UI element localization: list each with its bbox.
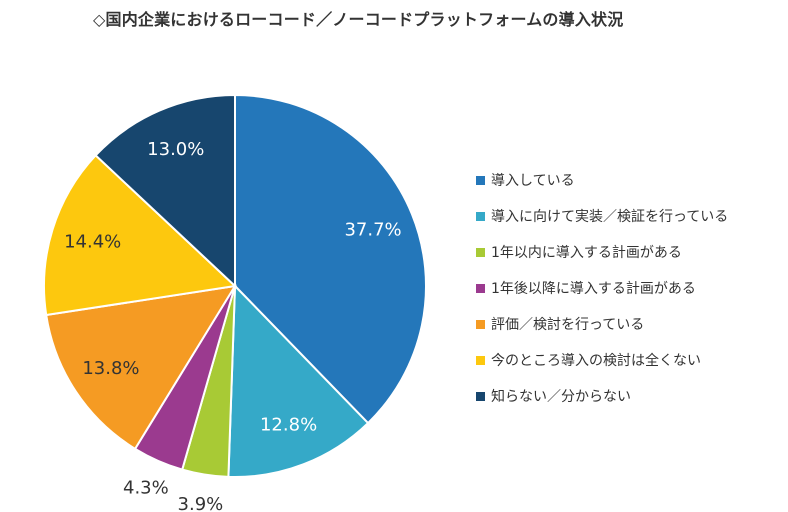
legend-label: 導入に向けて実装／検証を行っている — [491, 209, 729, 225]
pie-slice-1 — [227, 283, 370, 478]
legend-item: 導入している — [476, 168, 728, 192]
data-label-0: 37.7% — [344, 220, 401, 241]
legend-item: 今のところ導入の検討は全くない — [476, 348, 728, 372]
legend-label: 知らない／分からない — [491, 389, 631, 405]
legend: 導入している導入に向けて実装／検証を行っている 1年以内に導入する計画がある 1年後… — [476, 168, 728, 420]
chart-title: ◇国内企業におけるローコード／ノーコードプラットフォームの導入状況 — [93, 10, 624, 29]
pie-slice-5 — [43, 153, 238, 317]
legend-label: 今のところ導入の検討は全くない — [491, 353, 701, 369]
data-label-6: 13.0% — [147, 139, 204, 160]
data-label-4: 13.8% — [82, 358, 139, 379]
legend-label: 1年後以降に導入する計画がある — [491, 281, 696, 297]
data-label-1: 12.8% — [260, 415, 317, 436]
legend-item: 知らない／分からない — [476, 384, 728, 408]
legend-label: 評価／検討を行っている — [491, 317, 645, 333]
legend-swatch — [476, 355, 485, 365]
legend-swatch — [476, 211, 485, 221]
data-label-3: 4.3% — [123, 478, 169, 499]
data-label-5: 14.4% — [64, 231, 121, 252]
legend-swatch — [476, 391, 485, 401]
data-label-2: 3.9% — [178, 494, 224, 512]
legend-swatch — [476, 175, 485, 185]
pie-slice-6 — [94, 93, 236, 289]
legend-swatch — [476, 319, 485, 329]
legend-label: 1年以内に導入する計画がある — [491, 245, 682, 261]
legend-item: 導入に向けて実装／検証を行っている — [476, 204, 728, 228]
legend-swatch — [476, 283, 485, 293]
pie-slice-4 — [45, 284, 237, 451]
legend-item: 1年後以降に導入する計画がある — [476, 276, 728, 300]
pie-data-labels: 37.7% 12.8% 3.9% 4.3% 13.8% 14.4% 13.0% — [64, 139, 402, 512]
legend-item: 評価／検討を行っている — [476, 312, 728, 336]
legend-item: 1年以内に導入する計画がある — [476, 240, 728, 264]
legend-swatch — [476, 247, 485, 257]
pie-slices — [43, 93, 427, 478]
legend-label: 導入している — [491, 173, 575, 189]
pie-slice-0 — [234, 93, 427, 425]
